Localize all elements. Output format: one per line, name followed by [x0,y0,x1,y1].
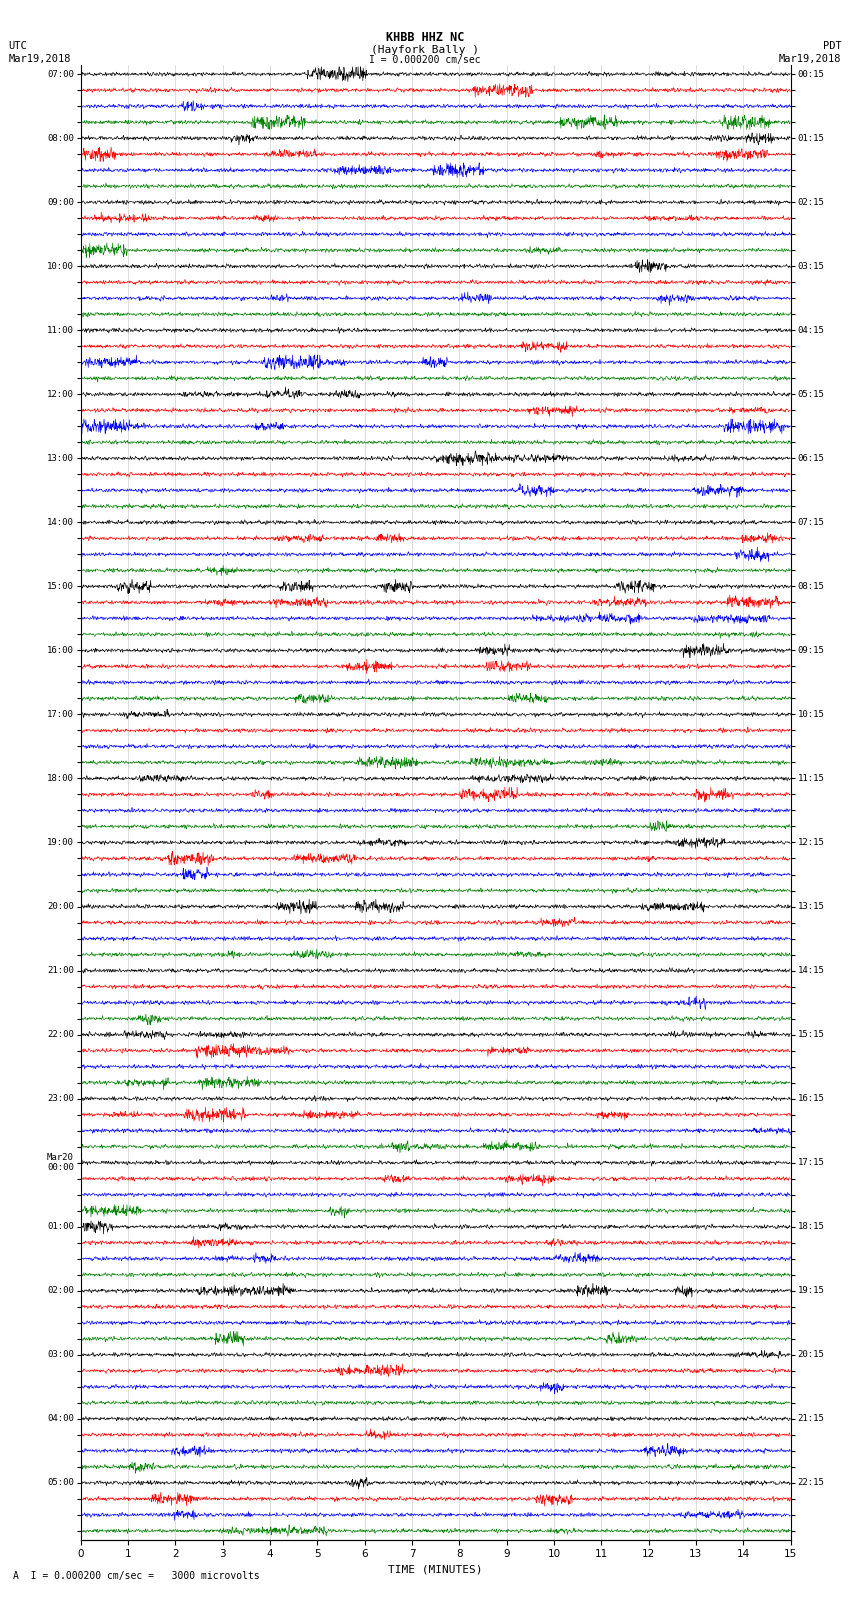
Text: KHBB HHZ NC: KHBB HHZ NC [386,31,464,44]
Text: UTC
Mar19,2018: UTC Mar19,2018 [8,40,71,63]
X-axis label: TIME (MINUTES): TIME (MINUTES) [388,1565,483,1574]
Text: PDT
Mar19,2018: PDT Mar19,2018 [779,40,842,63]
Text: I = 0.000200 cm/sec: I = 0.000200 cm/sec [369,55,481,65]
Text: A  I = 0.000200 cm/sec =   3000 microvolts: A I = 0.000200 cm/sec = 3000 microvolts [13,1571,259,1581]
Text: (Hayfork Bally ): (Hayfork Bally ) [371,45,479,55]
